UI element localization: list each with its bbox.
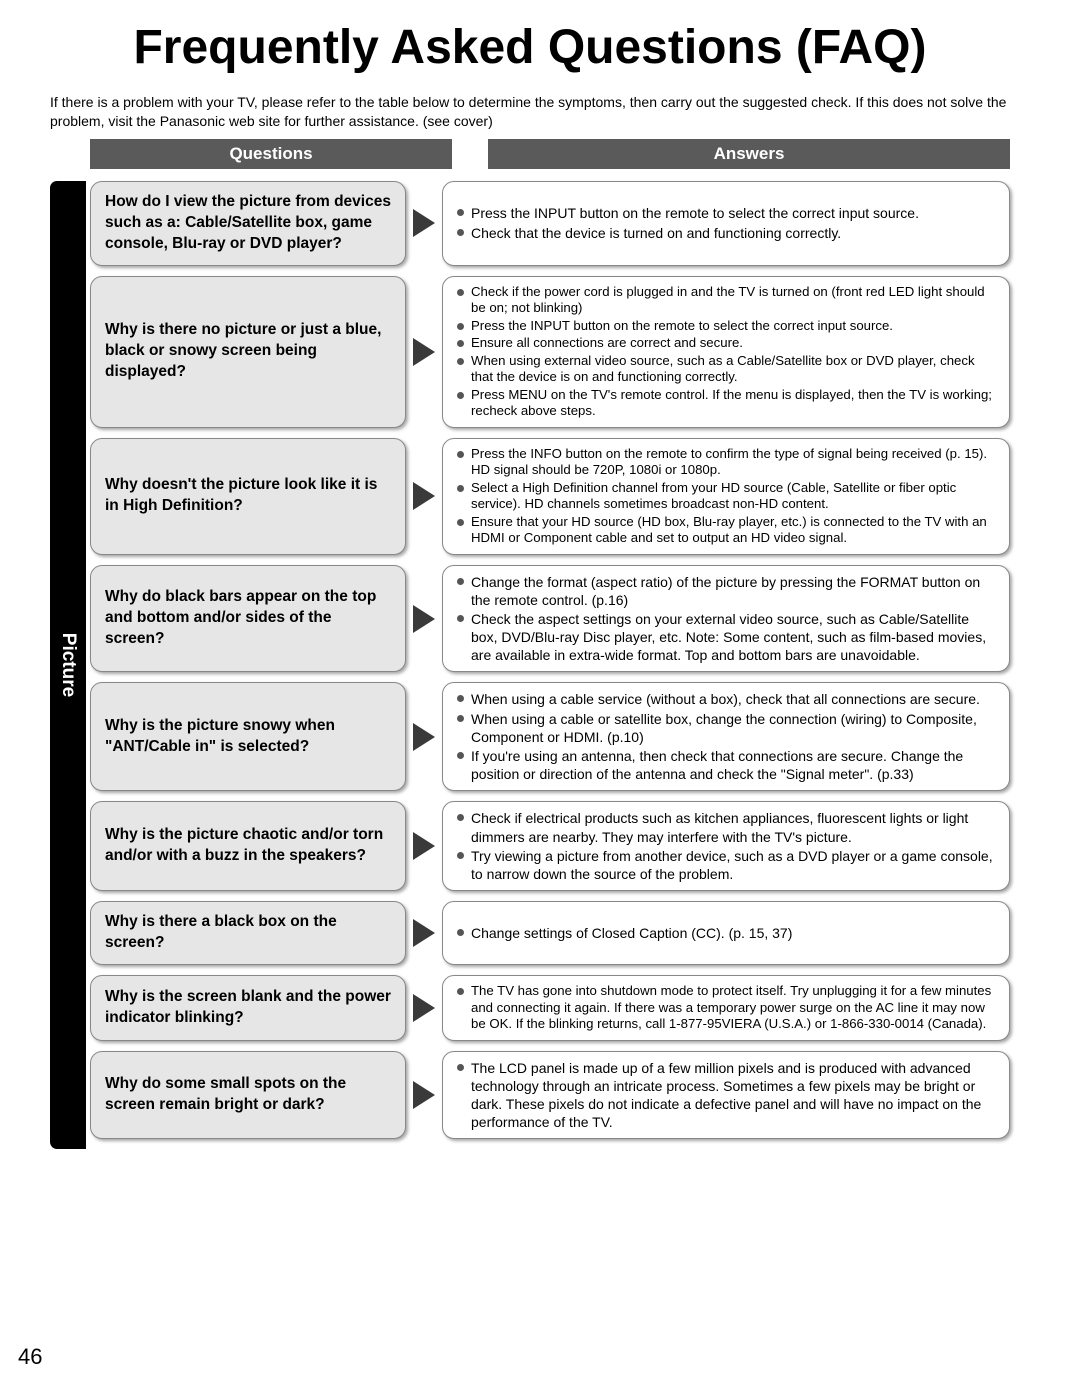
answer-box: Change the format (aspect ratio) of the … xyxy=(442,565,1010,673)
answer-item: The LCD panel is made up of a few millio… xyxy=(457,1059,997,1132)
answer-item: Press MENU on the TV's remote control. I… xyxy=(457,387,997,420)
answer-item: Ensure all connections are correct and s… xyxy=(457,335,997,352)
arrow-right-icon xyxy=(406,975,442,1041)
answers-header: Answers xyxy=(488,139,1010,169)
answer-item: Try viewing a picture from another devic… xyxy=(457,847,997,883)
qa-row: Why is the picture snowy when "ANT/Cable… xyxy=(90,682,1010,791)
answer-item: The TV has gone into shutdown mode to pr… xyxy=(457,983,997,1033)
page-number: 46 xyxy=(18,1344,42,1370)
answer-item: Check the aspect settings on your extern… xyxy=(457,610,997,665)
answer-box: The LCD panel is made up of a few millio… xyxy=(442,1051,1010,1140)
answer-box: Press the INPUT button on the remote to … xyxy=(442,181,1010,266)
arrow-right-icon xyxy=(406,901,442,965)
question-box: Why do some small spots on the screen re… xyxy=(90,1051,406,1140)
answer-item: When using a cable or satellite box, cha… xyxy=(457,710,997,746)
answer-item: Ensure that your HD source (HD box, Blu-… xyxy=(457,514,997,547)
answer-item: Change settings of Closed Caption (CC). … xyxy=(457,924,997,942)
answer-box: Change settings of Closed Caption (CC). … xyxy=(442,901,1010,965)
answer-item: Select a High Definition channel from yo… xyxy=(457,480,997,513)
category-tab: Picture xyxy=(50,181,86,1149)
qa-row: Why is the screen blank and the power in… xyxy=(90,975,1010,1041)
answer-box: When using a cable service (without a bo… xyxy=(442,682,1010,791)
answer-item: Change the format (aspect ratio) of the … xyxy=(457,573,997,609)
arrow-right-icon xyxy=(406,801,442,891)
qa-row: Why is there no picture or just a blue, … xyxy=(90,276,1010,428)
question-box: How do I view the picture from devices s… xyxy=(90,181,406,266)
answer-item: Check if electrical products such as kit… xyxy=(457,809,997,845)
questions-header: Questions xyxy=(90,139,452,169)
qa-row: Why doesn't the picture look like it is … xyxy=(90,438,1010,555)
qa-row: Why do black bars appear on the top and … xyxy=(90,565,1010,673)
qa-row: How do I view the picture from devices s… xyxy=(90,181,1010,266)
question-box: Why is the picture snowy when "ANT/Cable… xyxy=(90,682,406,791)
qa-row: Why is there a black box on the screen? C… xyxy=(90,901,1010,965)
arrow-right-icon xyxy=(406,1051,442,1140)
qa-row: Why do some small spots on the screen re… xyxy=(90,1051,1010,1140)
question-box: Why is the screen blank and the power in… xyxy=(90,975,406,1041)
answer-item: Check that the device is turned on and f… xyxy=(457,224,997,242)
qa-list: How do I view the picture from devices s… xyxy=(90,181,1010,1149)
answer-box: Check if the power cord is plugged in an… xyxy=(442,276,1010,428)
arrow-right-icon xyxy=(406,276,442,428)
qa-row: Why is the picture chaotic and/or torn a… xyxy=(90,801,1010,891)
question-box: Why is there a black box on the screen? xyxy=(90,901,406,965)
arrow-right-icon xyxy=(406,181,442,266)
question-box: Why is the picture chaotic and/or torn a… xyxy=(90,801,406,891)
answer-item: When using external video source, such a… xyxy=(457,353,997,386)
arrow-right-icon xyxy=(406,438,442,555)
answer-box: Press the INFO button on the remote to c… xyxy=(442,438,1010,555)
arrow-right-icon xyxy=(406,565,442,673)
faq-content: Picture How do I view the picture from d… xyxy=(50,181,1010,1149)
column-headers: Questions Answers xyxy=(50,139,1010,169)
answer-item: Check if the power cord is plugged in an… xyxy=(457,284,997,317)
intro-text: If there is a problem with your TV, plea… xyxy=(50,93,1010,131)
answer-item: Press the INPUT button on the remote to … xyxy=(457,318,997,335)
answer-item: Press the INFO button on the remote to c… xyxy=(457,446,997,479)
question-box: Why doesn't the picture look like it is … xyxy=(90,438,406,555)
answer-item: Press the INPUT button on the remote to … xyxy=(457,204,997,222)
question-box: Why is there no picture or just a blue, … xyxy=(90,276,406,428)
answer-item: When using a cable service (without a bo… xyxy=(457,690,997,708)
category-label: Picture xyxy=(57,633,79,697)
answer-box: The TV has gone into shutdown mode to pr… xyxy=(442,975,1010,1041)
arrow-right-icon xyxy=(406,682,442,791)
answer-box: Check if electrical products such as kit… xyxy=(442,801,1010,891)
page-title: Frequently Asked Questions (FAQ) xyxy=(50,20,1010,75)
answer-item: If you're using an antenna, then check t… xyxy=(457,747,997,783)
question-box: Why do black bars appear on the top and … xyxy=(90,565,406,673)
